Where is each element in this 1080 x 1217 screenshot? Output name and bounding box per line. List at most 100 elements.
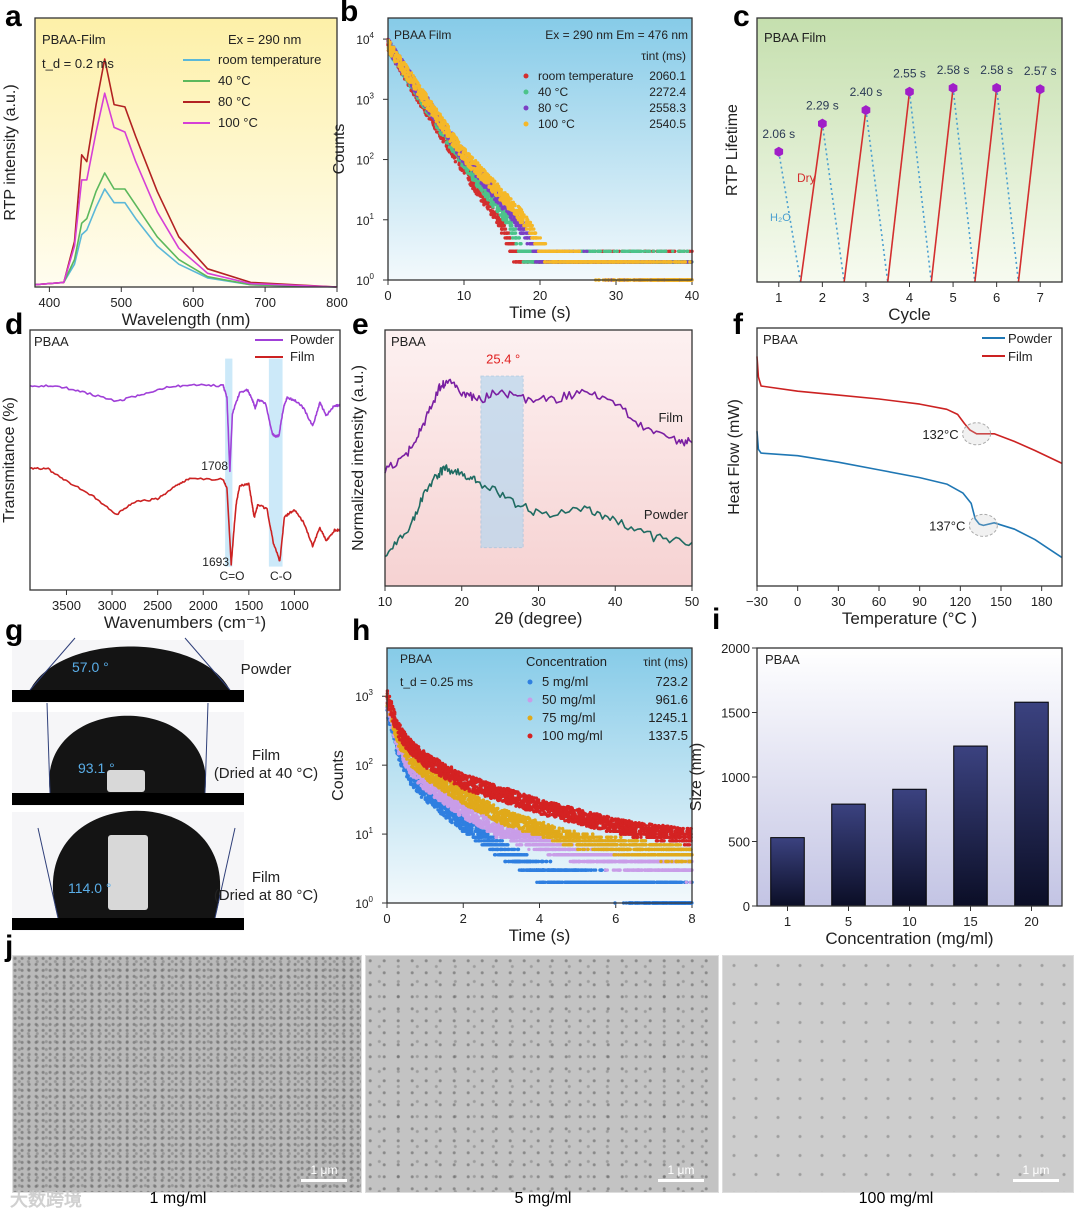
data-point bbox=[513, 227, 518, 231]
data-point bbox=[466, 176, 470, 180]
data-point bbox=[524, 236, 528, 240]
data-point bbox=[496, 223, 501, 228]
data-point bbox=[644, 249, 649, 253]
data-point bbox=[492, 213, 497, 217]
data-point bbox=[511, 249, 515, 253]
data-point bbox=[521, 227, 525, 231]
data-point bbox=[647, 249, 652, 253]
data-point bbox=[514, 220, 518, 225]
y-tick-exponent: 3 bbox=[370, 91, 375, 100]
series-line bbox=[34, 172, 338, 288]
plot-border bbox=[34, 17, 338, 288]
legend-label: room temperature bbox=[218, 52, 321, 67]
y-tick-exponent: 0 bbox=[370, 272, 375, 281]
data-point bbox=[520, 231, 525, 235]
data-point bbox=[486, 207, 490, 211]
data-point bbox=[513, 231, 517, 235]
x-tick-label: 10 bbox=[457, 288, 471, 303]
data-point bbox=[474, 190, 478, 194]
data-point bbox=[518, 242, 522, 246]
y-tick-exponent: 4 bbox=[370, 31, 375, 40]
legend-title: Ex = 290 nm bbox=[228, 32, 301, 47]
data-point bbox=[501, 215, 506, 219]
x-tick-label: 400 bbox=[39, 295, 61, 310]
data-point bbox=[633, 249, 637, 253]
data-point bbox=[501, 223, 505, 228]
data-point bbox=[491, 204, 495, 208]
data-point bbox=[507, 242, 512, 246]
data-point bbox=[521, 260, 526, 264]
y-axis-label: RTP intensity (a.u.) bbox=[2, 84, 19, 220]
data-point bbox=[444, 144, 449, 148]
data-point bbox=[582, 249, 586, 253]
data-point bbox=[534, 260, 538, 264]
x-tick-label: 40 bbox=[685, 288, 699, 303]
y-tick-label: 100 bbox=[356, 272, 374, 288]
data-point bbox=[499, 204, 503, 208]
data-point bbox=[685, 249, 690, 253]
data-point bbox=[598, 249, 602, 253]
series-line bbox=[34, 58, 338, 288]
x-tick-label: 700 bbox=[254, 295, 276, 310]
y-tick-exponent: 1 bbox=[370, 212, 375, 221]
chart-a: 400 500 600 700 800 Wavelength (nm) RTP intens… bbox=[2, 17, 348, 329]
x-tick-label: 800 bbox=[326, 295, 348, 310]
data-point bbox=[468, 172, 472, 176]
y-tick-label: 103 bbox=[356, 91, 374, 107]
y-tick-label: 104 bbox=[356, 31, 374, 47]
plot-area bbox=[35, 18, 337, 287]
data-point bbox=[482, 203, 486, 207]
data-point bbox=[509, 231, 513, 235]
data-point bbox=[688, 260, 692, 264]
x-tick-label: 500 bbox=[110, 295, 132, 310]
data-point bbox=[656, 249, 660, 253]
data-point bbox=[500, 227, 504, 231]
data-point bbox=[664, 249, 668, 253]
data-point bbox=[530, 260, 534, 264]
data-point bbox=[591, 249, 595, 253]
x-tick-label: 20 bbox=[533, 288, 547, 303]
data-point bbox=[520, 249, 525, 253]
data-point bbox=[676, 249, 681, 253]
data-point bbox=[462, 171, 466, 175]
data-point bbox=[538, 236, 542, 240]
data-point bbox=[439, 136, 443, 140]
data-point bbox=[514, 223, 518, 228]
data-point bbox=[453, 160, 458, 164]
chart-title: PBAA-Film bbox=[42, 32, 106, 47]
legend-label: 80 °C bbox=[218, 94, 251, 109]
data-point bbox=[493, 197, 497, 202]
y-axis-label: Counts bbox=[331, 124, 348, 175]
series-line bbox=[34, 92, 338, 288]
data-point bbox=[602, 249, 606, 253]
x-tick-label: 600 bbox=[182, 295, 204, 310]
data-point bbox=[471, 174, 475, 178]
data-point bbox=[524, 227, 529, 231]
data-point bbox=[671, 249, 675, 253]
data-point bbox=[475, 183, 479, 187]
data-point bbox=[531, 249, 535, 253]
legend-label: 40 °C bbox=[218, 73, 251, 88]
data-point bbox=[485, 201, 489, 205]
data-point bbox=[515, 260, 519, 264]
x-tick-label: 30 bbox=[609, 288, 623, 303]
data-point bbox=[527, 260, 531, 264]
data-point bbox=[486, 198, 490, 202]
y-tick-exponent: 2 bbox=[370, 152, 375, 161]
data-point bbox=[651, 249, 656, 253]
data-point bbox=[479, 199, 484, 203]
data-point bbox=[525, 242, 529, 246]
data-point bbox=[680, 260, 684, 264]
data-point bbox=[496, 201, 500, 205]
chart-note: t_d = 0.2 ms bbox=[42, 56, 114, 71]
data-point bbox=[525, 231, 529, 235]
data-point bbox=[612, 249, 616, 253]
data-point bbox=[638, 249, 642, 253]
x-axis-label: Wavelength (nm) bbox=[122, 310, 251, 329]
data-point bbox=[504, 231, 508, 235]
data-point bbox=[680, 249, 684, 253]
data-point bbox=[471, 178, 475, 182]
data-point bbox=[481, 183, 485, 187]
data-point bbox=[504, 242, 508, 246]
